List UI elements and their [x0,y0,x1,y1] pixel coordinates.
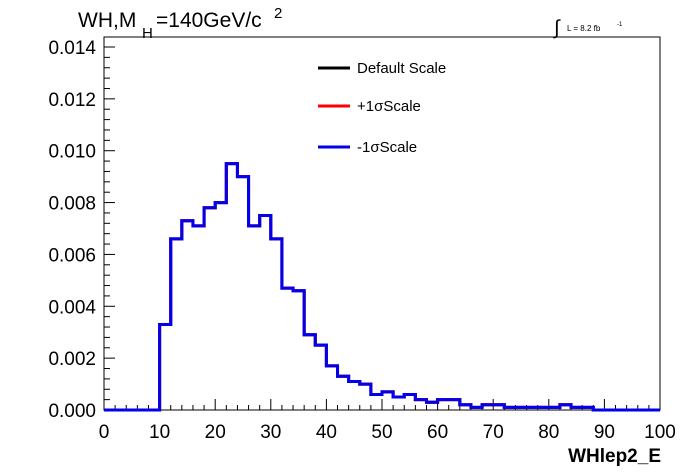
title-subscript: H [142,25,153,42]
axes: 0 10 20 30 40 50 60 70 80 90 100 0.000 0.002 0.004 0.0… [48,38,675,443]
x-tick-label: 100 [644,422,676,443]
x-tick-label: 60 [427,422,448,443]
x-tick-label: 0 [99,422,110,443]
x-tick-label: 90 [594,422,615,443]
x-tick-label: 20 [205,422,226,443]
y-tick-label: 0.006 [48,245,96,266]
y-tick-label: 0.002 [48,349,96,370]
legend-entry: +1σScale [357,98,421,115]
chart-title: WH,M H =140GeV/c 2 [78,5,282,42]
x-tick-label: 80 [538,422,559,443]
x-tick-label: 50 [371,422,392,443]
series-line [104,162,660,412]
y-tick-label: 0.010 [48,142,96,163]
x-axis-label: WHlep2_E [568,446,661,467]
x-tick-label: 10 [149,422,170,443]
series-line [104,162,660,412]
y-tick-label: 0.004 [48,297,96,318]
legend-entry: -1σScale [357,139,417,156]
y-tick-label: 0.012 [48,90,96,111]
integral-sign: ∫ [553,17,561,39]
legend: Default Scale +1σScale -1σScale [318,60,446,156]
x-tick-label: 30 [260,422,281,443]
plot-frame [103,36,661,411]
title-main: WH,M [78,9,136,32]
x-tick-label: 70 [483,422,504,443]
legend-entry: Default Scale [357,60,446,77]
y-tick-label: 0.008 [48,194,96,215]
luminosity-label: ∫ L = 8.2 fb -1 [553,17,623,39]
title-superscript: 2 [274,5,282,22]
luminosity-superscript: -1 [617,22,623,28]
x-tick-label: 40 [316,422,337,443]
y-tick-label: 0.000 [48,401,96,422]
series-layer [104,162,660,412]
title-rest: =140GeV/c [156,9,262,32]
y-tick-label: 0.014 [48,38,96,59]
luminosity-text: L = 8.2 fb [567,24,601,33]
series-line [104,162,660,412]
